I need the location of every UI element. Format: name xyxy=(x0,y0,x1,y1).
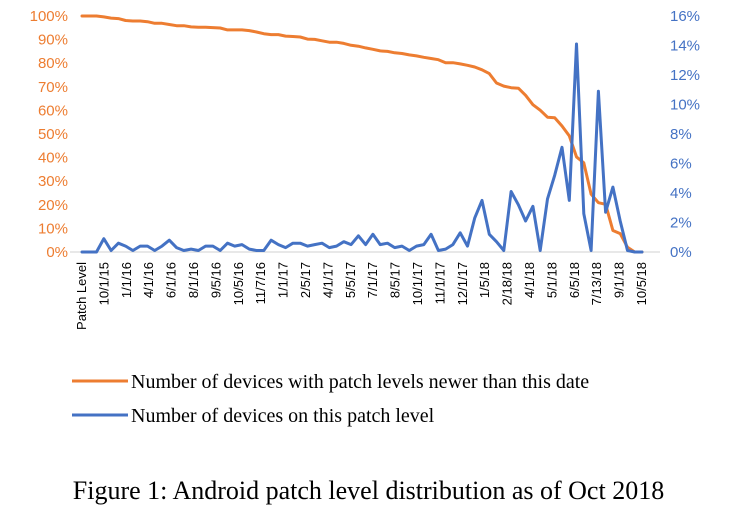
right-tick-label: 16% xyxy=(670,8,700,25)
x-tick-label: 11/7/16 xyxy=(253,262,268,304)
left-tick-label: 70% xyxy=(38,79,68,96)
x-tick-label: 10/1/17 xyxy=(410,262,425,305)
x-tick-label: 8/5/17 xyxy=(388,262,403,298)
right-tick-label: 4% xyxy=(670,185,692,202)
patch-level-chart: 0% 10% 20% 30% 40% 50% 60% 70% 80% 90% 100% 0% 2% 4%… xyxy=(30,8,700,427)
right-tick-label: 6% xyxy=(670,156,692,173)
x-tick-label: 7/1/17 xyxy=(365,262,380,298)
left-tick-label: 10% xyxy=(38,220,68,237)
right-tick-label: 12% xyxy=(670,67,700,84)
x-tick-label: 2/5/17 xyxy=(298,262,313,298)
x-tick-label: 1/5/18 xyxy=(477,262,492,298)
x-tick-label: 10/5/16 xyxy=(231,262,246,305)
legend-label-2: Number of devices on this patch level xyxy=(131,405,435,427)
x-tick-label: 11/1/17 xyxy=(432,262,447,304)
x-tick-label: 2/18/18 xyxy=(500,262,515,305)
right-tick-label: 14% xyxy=(670,38,700,55)
right-tick-label: 10% xyxy=(670,97,700,114)
x-tick-label: 7/13/18 xyxy=(589,262,604,305)
right-tick-label: 2% xyxy=(670,215,692,232)
x-tick-label: 10/5/18 xyxy=(634,262,649,305)
left-tick-label: 100% xyxy=(30,8,68,25)
legend: Number of devices with patch levels newe… xyxy=(72,371,589,427)
x-tick-label: 5/5/17 xyxy=(343,262,358,298)
x-tick-label: Patch Level xyxy=(74,262,89,330)
figure-caption: Figure 1: Android patch level distributi… xyxy=(72,476,665,505)
left-tick-label: 60% xyxy=(38,102,68,119)
x-tick-label: 8/1/16 xyxy=(186,262,201,298)
x-tick-label: 6/5/18 xyxy=(567,262,582,298)
legend-label-1: Number of devices with patch levels newe… xyxy=(131,371,589,393)
x-tick-label: 9/1/18 xyxy=(612,262,627,298)
left-tick-label: 30% xyxy=(38,173,68,190)
left-tick-label: 80% xyxy=(38,55,68,72)
x-tick-label: 10/1/15 xyxy=(96,262,111,305)
x-tick-label: 12/1/17 xyxy=(455,262,470,305)
x-tick-label: 4/1/17 xyxy=(320,262,335,298)
right-tick-label: 0% xyxy=(670,244,692,261)
left-tick-label: 50% xyxy=(38,126,68,143)
x-tick-label: 4/1/16 xyxy=(141,262,156,298)
right-axis-ticks: 0% 2% 4% 6% 8% 10% 12% 14% 16% xyxy=(670,8,700,261)
left-tick-label: 40% xyxy=(38,150,68,167)
x-tick-label: 4/1/18 xyxy=(522,262,537,298)
right-tick-label: 8% xyxy=(670,126,692,143)
series-layer xyxy=(80,14,644,254)
left-tick-label: 90% xyxy=(38,32,68,49)
x-tick-label: 9/5/16 xyxy=(208,262,223,298)
x-tick-label: 6/1/16 xyxy=(164,262,179,298)
series-line-1 xyxy=(80,14,644,254)
x-tick-label: 5/1/18 xyxy=(544,262,559,298)
x-axis-tick-labels: Patch Level 10/1/15 1/1/16 4/1/16 6/1/16 8/1/… xyxy=(74,262,649,330)
left-tick-label: 20% xyxy=(38,197,68,214)
left-tick-label: 0% xyxy=(46,244,68,261)
x-tick-label: 1/1/17 xyxy=(276,262,291,298)
x-tick-label: 1/1/16 xyxy=(119,262,134,298)
left-axis-ticks: 0% 10% 20% 30% 40% 50% 60% 70% 80% 90% 100% xyxy=(30,8,68,261)
series-line-2 xyxy=(80,42,644,254)
